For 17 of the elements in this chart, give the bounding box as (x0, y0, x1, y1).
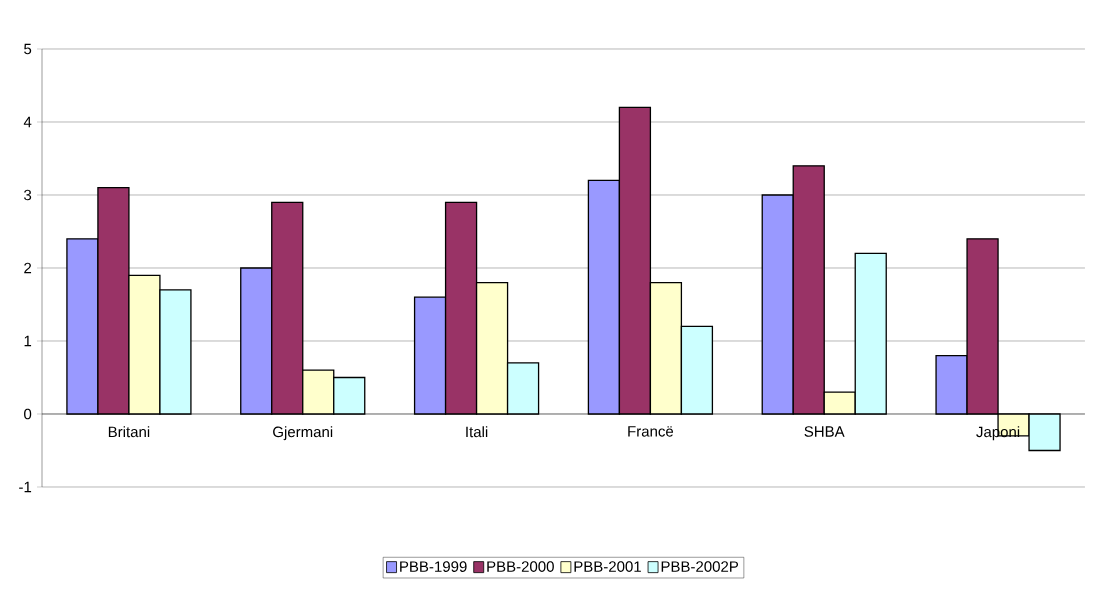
legend-label: PBB-2002P (661, 561, 739, 572)
y-tick-label: 0 (24, 408, 32, 420)
legend-label: PBB-2001 (574, 561, 641, 572)
y-tick-label: 5 (24, 43, 32, 55)
x-tick-label: SHBA (804, 426, 845, 437)
x-tick-label: Itali (466, 426, 488, 438)
y-tick-label: 4 (23, 116, 32, 128)
y-tick-label: 1 (24, 335, 32, 347)
x-tick-label: Japoni (976, 426, 1020, 441)
legend-label: PBB-1999 (400, 561, 467, 572)
legend-label: PBB-2000 (487, 561, 554, 572)
x-tick-label: Francë (628, 426, 674, 437)
x-tick-label: Gjermani (273, 426, 333, 441)
y-tick-label: 3 (24, 189, 32, 201)
x-tick-label: Britani (108, 426, 150, 438)
y-tick-label: 2 (24, 262, 32, 274)
y-tick-label: -1 (19, 481, 32, 493)
